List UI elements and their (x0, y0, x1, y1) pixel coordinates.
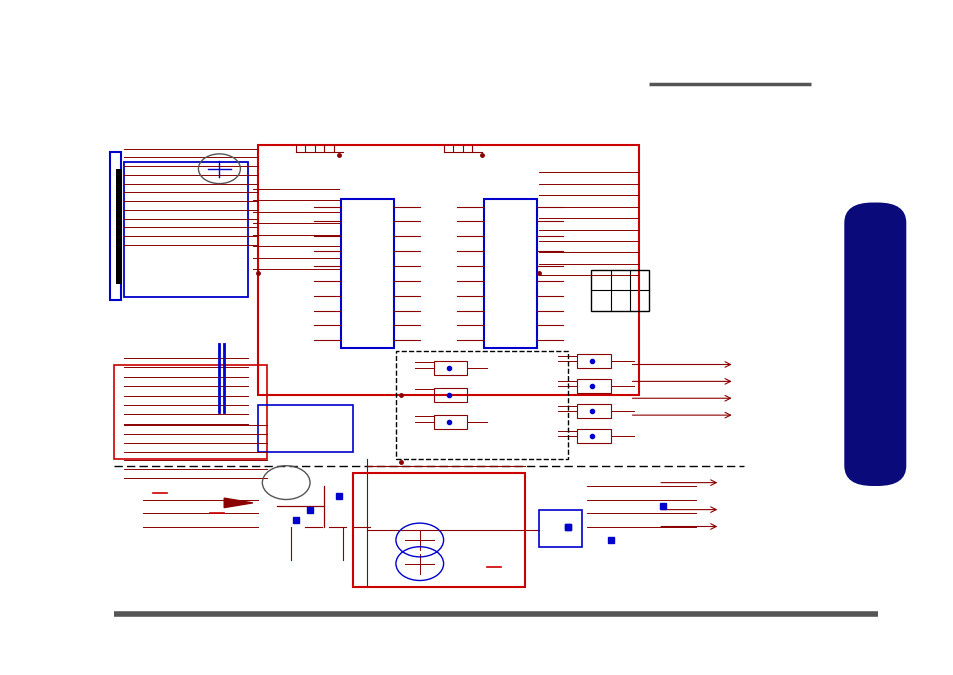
Bar (484, 199, 537, 348)
Bar (577, 354, 610, 368)
FancyBboxPatch shape (843, 202, 905, 486)
Bar (591, 270, 648, 310)
Bar (257, 405, 353, 452)
Bar (577, 429, 610, 443)
Bar (577, 379, 610, 393)
Bar (110, 152, 121, 300)
Bar (353, 472, 524, 587)
Bar (114, 364, 267, 459)
Bar (434, 361, 467, 375)
Bar (395, 351, 567, 459)
Bar (538, 510, 581, 547)
Polygon shape (224, 498, 253, 508)
Bar (116, 169, 122, 284)
Bar (434, 388, 467, 402)
Bar (124, 162, 248, 297)
Bar (577, 404, 610, 418)
Bar (257, 145, 639, 395)
Bar (434, 415, 467, 429)
Bar (341, 199, 393, 348)
